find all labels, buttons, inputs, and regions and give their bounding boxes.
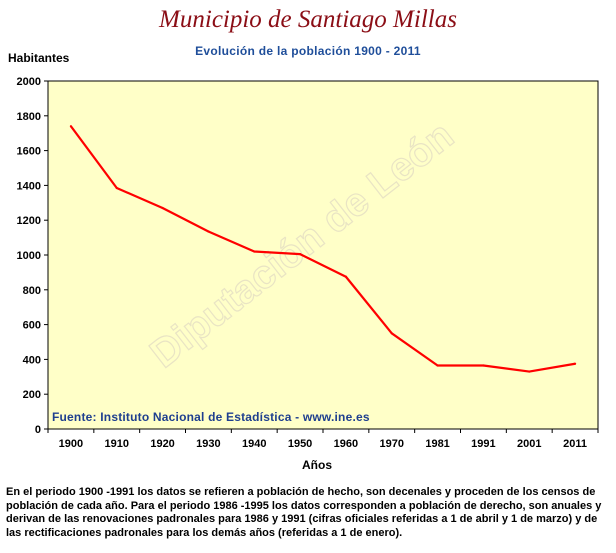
chart-title: Municipio de Santiago Millas xyxy=(159,6,457,33)
data-point xyxy=(298,253,302,256)
line-chart: Diputación de León 020040060080010001200… xyxy=(17,76,599,450)
data-point xyxy=(207,230,210,233)
x-tick-label: 1920 xyxy=(150,438,174,450)
x-axis-label: Años xyxy=(302,458,332,472)
population-series-line xyxy=(70,125,576,373)
series-layer xyxy=(69,125,577,373)
y-tick-label: 0 xyxy=(35,424,41,436)
x-tick-label: 1910 xyxy=(105,438,129,450)
plot-area xyxy=(47,80,599,430)
data-point xyxy=(69,125,73,128)
y-axis-label: Habitantes xyxy=(8,51,70,65)
x-tick-label: 1930 xyxy=(196,438,220,450)
data-point xyxy=(390,332,393,335)
data-point xyxy=(573,362,577,365)
data-point xyxy=(253,250,256,253)
data-point xyxy=(115,186,118,190)
x-tick-label: 1970 xyxy=(380,438,404,450)
footnote-text: En el periodo 1900 -1991 los datos se re… xyxy=(6,486,602,539)
x-tick-label: 1940 xyxy=(242,438,266,450)
source-note: Fuente: Instituto Nacional de Estadístic… xyxy=(52,410,370,424)
x-axis: 1900 1910 1920 1930 1940 1950 1960 1970 1981 1991… xyxy=(47,429,599,450)
x-tick-label: 1991 xyxy=(471,438,495,450)
x-tick-label: 1960 xyxy=(334,438,358,450)
data-point xyxy=(344,275,348,278)
data-point xyxy=(161,206,164,210)
y-tick-label: 2000 xyxy=(17,76,41,88)
y-tick-label: 600 xyxy=(23,320,41,332)
y-tick-label: 1800 xyxy=(17,111,41,123)
y-tick-label: 800 xyxy=(23,285,41,297)
x-tick-label: 2011 xyxy=(563,438,587,450)
y-tick-label: 1600 xyxy=(17,146,41,158)
data-point xyxy=(436,364,439,367)
y-tick-label: 1400 xyxy=(17,180,41,192)
x-tick-label: 1900 xyxy=(59,438,83,450)
y-axis: 0 200 400 600 800 1000 1200 1400 1600 1800 2000 xyxy=(17,76,48,436)
data-point xyxy=(482,364,485,367)
x-tick-label: 1981 xyxy=(425,438,449,450)
y-tick-label: 1000 xyxy=(17,250,41,262)
y-tick-label: 200 xyxy=(23,389,41,401)
x-tick-label: 1950 xyxy=(288,438,312,450)
x-tick-label: 2001 xyxy=(517,438,541,450)
y-tick-label: 400 xyxy=(23,354,41,366)
chart-subtitle: Evolución de la población 1900 - 2011 xyxy=(195,44,421,58)
data-point xyxy=(528,370,531,373)
y-tick-label: 1200 xyxy=(17,215,41,227)
